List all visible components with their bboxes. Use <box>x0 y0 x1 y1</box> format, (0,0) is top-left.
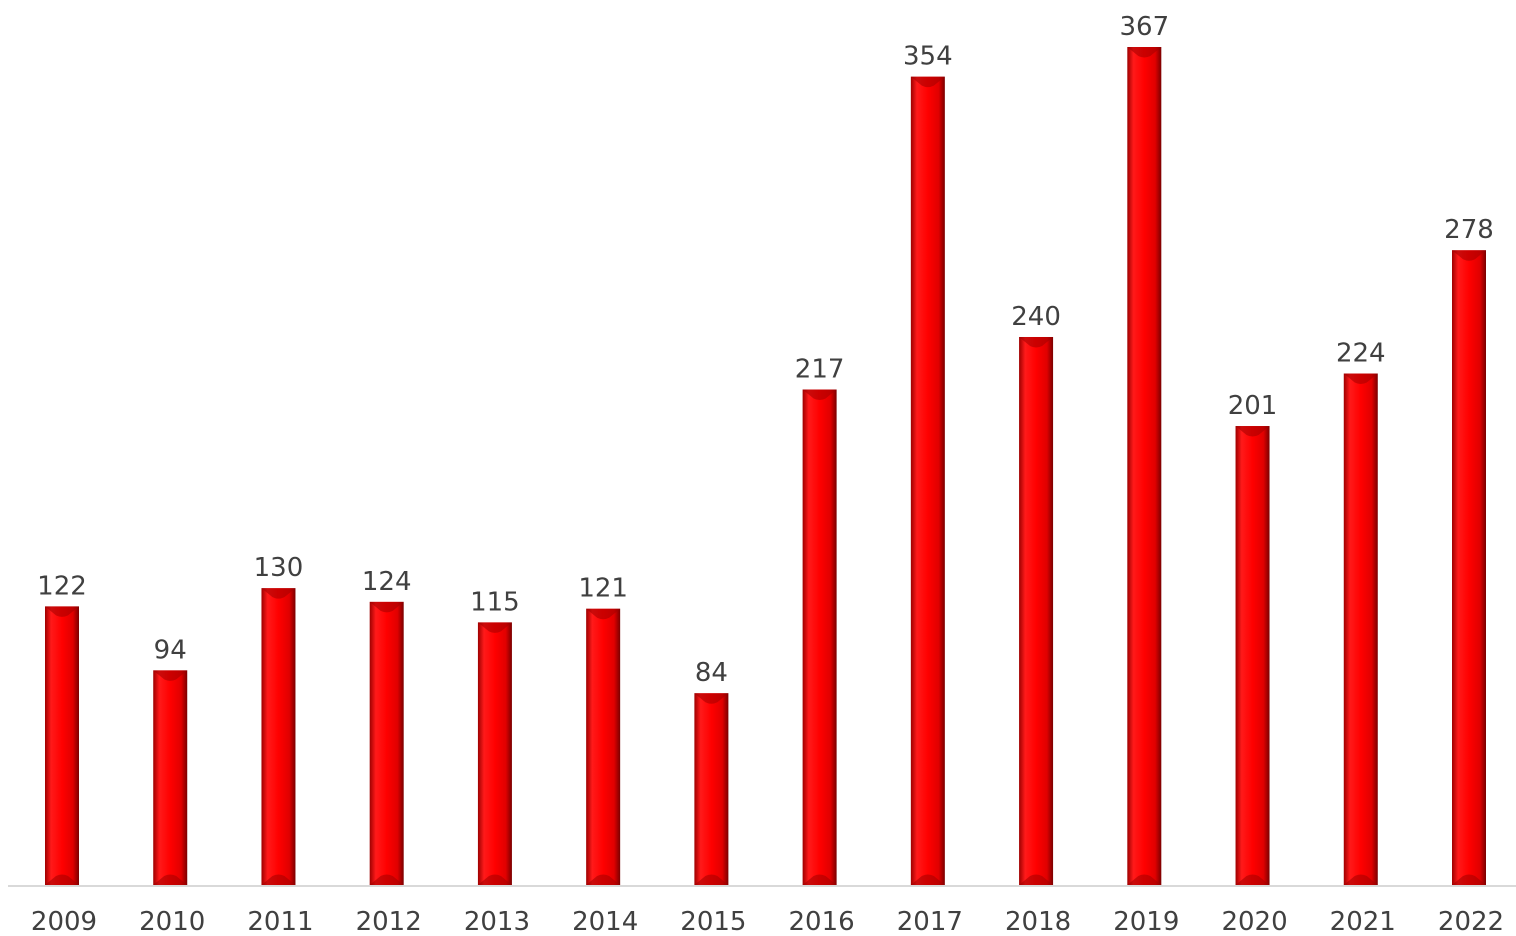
bar-bottom-bevel <box>1019 874 1054 885</box>
bar-body <box>369 601 404 885</box>
x-tick-labels-group: 2009 2010 2011 2012 2013 2014 2015 2016 2017 2018… <box>31 907 1504 936</box>
bar-2009 <box>45 606 79 885</box>
bar-top-bevel <box>1019 336 1054 348</box>
data-label-2022: 278 <box>1444 215 1494 245</box>
x-tick-label-2013: 2013 <box>464 907 530 936</box>
bar-bottom-bevel <box>369 874 404 885</box>
data-label-2010: 94 <box>154 635 187 665</box>
bar-2016 <box>802 389 837 885</box>
bar-top-bevel <box>1235 426 1270 437</box>
x-tick-label-2012: 2012 <box>356 907 422 936</box>
bar-2012 <box>369 601 404 885</box>
bar-2022 <box>1452 250 1486 885</box>
data-label-2011: 130 <box>254 553 304 583</box>
bar-2020 <box>1235 426 1270 885</box>
bar-top-bevel <box>694 693 729 704</box>
data-label-2019: 367 <box>1119 12 1169 42</box>
x-tick-label-2019: 2019 <box>1113 907 1179 936</box>
x-tick-label-2022: 2022 <box>1438 907 1504 936</box>
bar-body <box>694 693 729 885</box>
bar-bottom-bevel <box>153 874 188 885</box>
bar-2011 <box>261 588 296 885</box>
bar-top-bevel <box>586 608 621 620</box>
data-label-2014: 121 <box>578 574 628 604</box>
bar-top-bevel <box>261 588 296 599</box>
bar-2010 <box>153 670 188 885</box>
bar-top-bevel <box>45 606 79 617</box>
bar-bottom-bevel <box>261 874 296 885</box>
x-tick-label-2017: 2017 <box>897 907 963 936</box>
data-label-2020: 201 <box>1228 391 1278 421</box>
data-label-2018: 240 <box>1011 302 1061 332</box>
bar-2013 <box>477 622 512 885</box>
bars-group <box>45 47 1486 886</box>
bar-body <box>1452 250 1486 885</box>
bar-bottom-bevel <box>802 874 837 885</box>
bar-top-bevel <box>477 622 512 633</box>
bar-top-bevel <box>369 601 404 613</box>
bar-body <box>1019 336 1054 885</box>
x-tick-label-2021: 2021 <box>1330 907 1396 936</box>
data-label-2016: 217 <box>795 355 845 385</box>
data-label-2013: 115 <box>470 587 520 617</box>
x-tick-label-2020: 2020 <box>1221 907 1287 936</box>
data-label-2017: 354 <box>903 42 953 72</box>
bar-top-bevel <box>1127 47 1162 58</box>
x-tick-label-2011: 2011 <box>247 907 313 936</box>
x-tick-label-2015: 2015 <box>680 907 746 936</box>
bar-2015 <box>694 693 729 885</box>
x-tick-label-2016: 2016 <box>789 907 855 936</box>
bar-2017 <box>910 76 945 886</box>
data-label-2009: 122 <box>37 571 87 601</box>
bar-top-bevel <box>153 670 188 681</box>
bar-bottom-bevel <box>1127 874 1162 885</box>
bar-bottom-bevel <box>1452 874 1486 885</box>
x-tick-label-2018: 2018 <box>1005 907 1071 936</box>
bar-body <box>1235 426 1270 885</box>
bar-bottom-bevel <box>910 874 945 885</box>
x-tick-label-2010: 2010 <box>139 907 205 936</box>
data-label-2015: 84 <box>695 658 728 688</box>
bar-2014 <box>586 608 621 885</box>
bar-body <box>910 76 945 886</box>
bar-bottom-bevel <box>694 874 729 885</box>
x-tick-label-2009: 2009 <box>31 907 97 936</box>
x-tick-label-2014: 2014 <box>572 907 638 936</box>
bar-2018 <box>1019 336 1054 885</box>
bar-body <box>802 389 837 885</box>
bar-body <box>586 608 621 885</box>
data-label-2012: 124 <box>362 567 412 597</box>
bar-body <box>45 606 79 885</box>
bar-bottom-bevel <box>477 874 512 885</box>
bar-bottom-bevel <box>586 874 621 885</box>
bar-body <box>153 670 188 885</box>
data-labels-group: 122 94 130 124 115 121 84 217 354 240 367 201 224 278 <box>37 12 1494 688</box>
bar-body <box>1343 373 1378 885</box>
bar-body <box>261 588 296 885</box>
bar-top-bevel <box>1452 250 1486 261</box>
data-label-2021: 224 <box>1336 339 1386 369</box>
bar-2019 <box>1127 47 1162 885</box>
bar-2021 <box>1343 373 1378 885</box>
bar-top-bevel <box>1343 373 1378 385</box>
bar-top-bevel <box>802 389 837 401</box>
bar-top-bevel <box>910 76 945 88</box>
bar-body <box>477 622 512 885</box>
bar-body <box>1127 47 1162 885</box>
bar-bottom-bevel <box>1343 874 1378 885</box>
bar-bottom-bevel <box>1235 874 1270 885</box>
bar-bottom-bevel <box>45 874 79 885</box>
